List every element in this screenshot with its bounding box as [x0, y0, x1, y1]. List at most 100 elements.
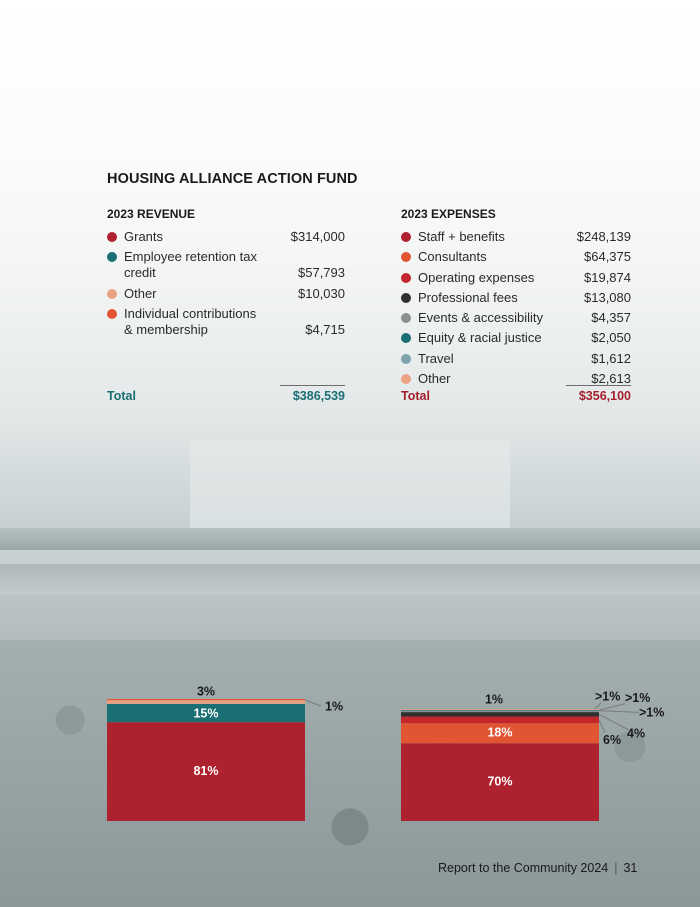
chart-label: >1% — [625, 691, 650, 705]
balcony-rail — [0, 528, 700, 550]
chart-segment — [401, 716, 599, 724]
expenses-label: Events & accessibility — [418, 310, 543, 326]
expenses-amount: $1,612 — [591, 350, 631, 366]
chart-leader-line — [598, 710, 640, 713]
revenue-legend-dot — [107, 252, 117, 263]
chart-label: 4% — [627, 726, 645, 740]
footer-separator: | — [614, 861, 618, 875]
expenses-total-label: Total — [401, 389, 430, 403]
chart-leader-line — [598, 713, 630, 731]
chart-segment — [401, 710, 599, 711]
chart-segment — [107, 699, 305, 701]
chart-leader-line — [304, 699, 322, 707]
expenses-label: Professional fees — [418, 289, 518, 305]
chart-label: 18% — [487, 726, 512, 740]
chart-leader-line — [598, 719, 606, 733]
expenses-row: Events & accessibility $4,357 — [401, 310, 631, 326]
chart-segment — [401, 709, 599, 711]
revenue-total-amount: $386,539 — [292, 389, 345, 403]
chart-segment — [401, 712, 599, 717]
expenses-legend-dot — [401, 333, 411, 344]
expenses-legend-dot — [401, 353, 411, 364]
expenses-amount: $64,375 — [584, 249, 631, 265]
chart-segment — [401, 711, 599, 713]
expenses-amount: $2,613 — [591, 371, 631, 387]
expenses-label: Other — [418, 371, 451, 387]
expenses-stacked-bar-chart: 70%18%6% 4%1%>1%>1%>1% — [401, 689, 664, 821]
revenue-row: Individual contributions & membership $4,… — [107, 306, 345, 338]
expenses-legend-dot — [401, 374, 411, 385]
chart-segment — [401, 709, 599, 710]
chart-label: 15% — [193, 706, 218, 720]
chart-label: 6% — [603, 733, 621, 747]
chart-label: 70% — [487, 774, 512, 788]
expenses-row: Operating expenses $19,874 — [401, 270, 631, 286]
revenue-row: Other $10,030 — [107, 286, 345, 302]
expenses-amount: $248,139 — [576, 229, 631, 244]
chart-label: >1% — [639, 706, 664, 720]
revenue-label: Other — [124, 285, 157, 301]
revenue-list: Grants $314,000 Employee retention tax cre… — [107, 229, 345, 338]
expenses-row: Other $2,613 — [401, 371, 631, 387]
expenses-row: Staff + benefits $248,139 — [401, 229, 631, 245]
expenses-amount: $2,050 — [591, 330, 631, 346]
revenue-legend-dot — [107, 232, 117, 242]
chart-segment — [107, 722, 305, 821]
chart-label: >1% — [595, 689, 620, 703]
chart-segment — [401, 743, 599, 821]
revenue-legend-dot — [107, 308, 117, 319]
page-number: 31 — [623, 861, 638, 875]
chart-label: 1% — [325, 699, 343, 713]
expenses-row: Travel $1,612 — [401, 351, 631, 367]
expenses-row: Equity & racial justice $2,050 — [401, 330, 631, 346]
expenses-heading: 2023 EXPENSES — [401, 207, 496, 221]
revenue-legend-dot — [107, 288, 117, 299]
expenses-list: Staff + benefits $248,139 Consultants $64,3… — [401, 229, 631, 387]
revenue-amount: $10,030 — [298, 285, 345, 301]
expenses-row: Professional fees $13,080 — [401, 290, 631, 306]
expenses-legend-dot — [401, 272, 411, 283]
revenue-label: Grants — [124, 229, 164, 244]
revenue-amount: $314,000 — [290, 229, 345, 244]
chart-segment — [401, 723, 599, 744]
revenue-row: Employee retention tax credit $57,793 — [107, 249, 345, 281]
expenses-row: Consultants $64,375 — [401, 249, 631, 265]
expenses-label: Operating expenses — [418, 269, 535, 285]
expenses-total: Total $356,100 — [401, 385, 631, 403]
expenses-label: Equity & racial justice — [418, 330, 542, 346]
revenue-label: Employee retention tax credit — [124, 249, 257, 281]
revenue-label: Individual contributions & membership — [124, 305, 257, 337]
expenses-column: 2023 EXPENSES Staff + benefits $248,139 Co… — [401, 207, 631, 391]
chart-leader-line — [594, 702, 602, 710]
expenses-label: Consultants — [418, 249, 487, 265]
revenue-row: Grants $314,000 — [107, 229, 345, 245]
balcony-front — [0, 564, 700, 594]
expenses-label: Staff + benefits — [418, 229, 505, 244]
revenue-total: Total $386,539 — [107, 385, 345, 403]
expenses-amount: $19,874 — [584, 269, 631, 285]
revenue-amount: $57,793 — [298, 265, 345, 281]
revenue-amount: $4,715 — [305, 321, 345, 337]
footer-report-title: Report to the Community 2024 — [438, 861, 609, 875]
revenue-column: 2023 REVENUE Grants $314,000 Employee rete… — [107, 207, 345, 342]
stage-area — [190, 440, 510, 530]
page-title: HOUSING ALLIANCE ACTION FUND — [107, 171, 358, 187]
expenses-total-rule — [566, 385, 631, 386]
page-footer: Report to the Community 2024 | 31 — [438, 861, 637, 875]
chart-label: 81% — [193, 764, 218, 778]
expenses-amount: $4,357 — [591, 310, 631, 326]
chart-leader-line — [598, 703, 626, 711]
expenses-legend-dot — [401, 252, 411, 263]
expenses-amount: $13,080 — [584, 289, 631, 305]
revenue-heading: 2023 REVENUE — [107, 207, 196, 221]
revenue-stacked-bar-chart: 81% 15% 3% 1% — [107, 685, 343, 821]
chart-segment — [107, 703, 305, 723]
chart-label: 1% — [485, 692, 503, 706]
chart-label: 3% — [197, 685, 215, 699]
revenue-total-label: Total — [107, 389, 136, 403]
expenses-legend-dot — [401, 232, 411, 242]
expenses-legend-dot — [401, 292, 411, 303]
chart-segment — [107, 700, 305, 704]
expenses-legend-dot — [401, 313, 411, 324]
expenses-total-amount: $356,100 — [578, 389, 631, 403]
